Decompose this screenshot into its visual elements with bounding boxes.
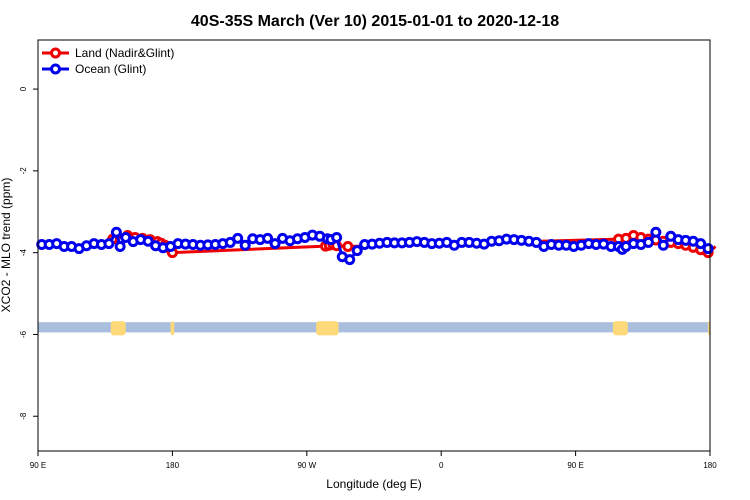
x-tick-label: 90 W	[297, 461, 316, 470]
data-point	[642, 236, 654, 248]
y-tick-label: -8	[19, 412, 28, 420]
data-point	[142, 235, 154, 247]
x-tick-label: 90 E	[30, 461, 46, 470]
land-patch	[612, 321, 628, 336]
land-patch	[170, 321, 175, 336]
y-axis: 0 -2 -4 -6 -8	[19, 86, 38, 420]
x-axis: 90 E 180 90 W 0 90 E 180	[30, 451, 717, 470]
data-point	[344, 254, 356, 266]
data-point	[103, 238, 115, 250]
land-ocean-band	[38, 321, 710, 336]
data-point	[702, 243, 714, 255]
data-point	[269, 238, 281, 250]
y-tick-label: -4	[19, 249, 28, 257]
legend-label-land: Land (Nadir&Glint)	[75, 46, 174, 60]
series-layer	[36, 226, 717, 266]
data-point	[657, 239, 669, 251]
y-axis-label: XCO2 - MLO trend (ppm)	[0, 178, 13, 313]
data-point	[262, 232, 274, 244]
data-point	[232, 232, 244, 244]
data-point	[695, 238, 707, 250]
y-tick-label: -2	[19, 167, 28, 175]
land-patch	[110, 321, 126, 336]
data-point	[110, 226, 122, 238]
x-tick-label: 180	[166, 461, 180, 470]
x-tick-label: 90 E	[567, 461, 583, 470]
y-tick-label: 0	[19, 86, 28, 91]
chart-title: 40S-35S March (Ver 10) 2015-01-01 to 202…	[191, 13, 559, 30]
ocean-band	[38, 322, 710, 333]
data-point	[351, 245, 363, 257]
x-tick-label: 180	[703, 461, 717, 470]
data-point	[650, 226, 662, 238]
data-point	[239, 239, 251, 251]
data-point	[331, 232, 343, 244]
data-point	[342, 241, 354, 253]
data-point	[114, 241, 126, 253]
land-patch	[316, 321, 339, 336]
plot-frame	[37, 39, 711, 452]
y-tick-label: -6	[19, 330, 28, 338]
legend-marker-ocean	[50, 63, 61, 75]
legend-label-ocean: Ocean (Glint)	[75, 62, 146, 76]
x-tick-label: 0	[439, 461, 444, 470]
legend: Land (Nadir&Glint) Ocean (Glint)	[42, 46, 174, 76]
series-ocean	[36, 226, 714, 266]
legend-marker-land	[50, 47, 61, 59]
x-axis-label: Longitude (deg E)	[326, 477, 421, 491]
